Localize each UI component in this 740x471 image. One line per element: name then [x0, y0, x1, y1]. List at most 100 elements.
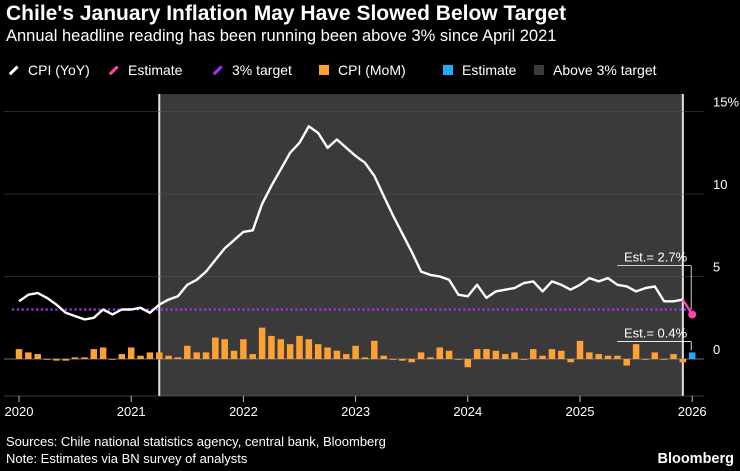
mom-bar	[511, 352, 518, 359]
chart-title: Chile's January Inflation May Have Slowe…	[6, 2, 567, 25]
legend-swatch-box-icon	[319, 65, 329, 75]
mom-bar	[436, 347, 443, 359]
mom-bar	[352, 345, 359, 359]
mom-bar	[604, 355, 612, 359]
mom-bar	[539, 355, 546, 359]
mom-bar	[34, 354, 41, 359]
legend-swatch-box-icon	[443, 65, 453, 75]
mom-bar	[501, 354, 509, 359]
mom-bar	[137, 355, 144, 359]
mom-bar	[324, 347, 331, 359]
mom-bar	[614, 355, 621, 359]
mom-bar	[62, 359, 69, 361]
mom-bar	[90, 349, 98, 359]
mom-bar	[399, 359, 406, 361]
footnote: Note: Estimates via BN survey of analyst…	[6, 451, 248, 466]
x-tick-label: 2022	[229, 404, 258, 419]
x-axis: 2020 2021 2022 2023 2024 2025 2026	[4, 395, 707, 419]
mom-bar	[586, 352, 593, 359]
yoy-estimate-annotation: Est.= 2.7%	[624, 250, 688, 265]
y-tick-label: 0	[713, 342, 720, 357]
mom-bar	[492, 350, 500, 359]
y-axis: 0 5 10 15%	[713, 95, 739, 358]
mom-bar	[25, 352, 32, 359]
mom-bar	[314, 344, 322, 359]
mom-bar	[548, 349, 556, 359]
legend-label: 3% target	[232, 62, 292, 78]
mom-bar	[670, 354, 677, 359]
mom-bar	[212, 337, 219, 359]
mom-bar	[277, 339, 285, 359]
legend-item-cpi-yoy: CPI (YoY)	[6, 60, 90, 80]
mom-bar	[305, 339, 313, 359]
above-target-shade-layer	[158, 94, 684, 396]
mom-bar	[361, 357, 369, 359]
mom-bar	[81, 357, 88, 359]
legend-swatch-box-icon	[534, 65, 544, 75]
mom-bar	[99, 347, 107, 359]
legend-label: Estimate	[128, 62, 183, 78]
legend-label: Above 3% target	[553, 62, 657, 78]
y-tick-label: 15%	[713, 95, 739, 110]
x-tick-label: 2024	[453, 404, 482, 419]
mom-bar	[165, 355, 172, 359]
mom-bar	[679, 359, 687, 363]
mom-bar	[632, 344, 640, 359]
mom-bar	[258, 327, 266, 359]
mom-bar	[371, 340, 378, 359]
mom-bar	[595, 354, 602, 359]
legend-label: CPI (MoM)	[338, 62, 406, 78]
bloomberg-logo: Bloomberg	[657, 451, 734, 467]
mom-bar	[473, 349, 481, 359]
mom-bar	[174, 357, 182, 359]
above-target-region	[159, 94, 683, 396]
mom-bar	[483, 349, 490, 359]
y-tick-label: 5	[713, 260, 720, 275]
mom-bar	[221, 339, 228, 359]
mom-bar	[333, 350, 341, 359]
mom-bar	[43, 359, 51, 360]
mom-bar	[193, 352, 200, 359]
yoy-estimate-dot	[688, 310, 697, 319]
mom-bar	[455, 359, 462, 360]
x-tick-label: 2020	[5, 404, 34, 419]
mom-bar	[230, 350, 238, 359]
sources-note: Sources: Chile national statistics agenc…	[6, 434, 386, 449]
mom-bar	[520, 359, 528, 360]
estimate-layer: Est.= 2.7% Est.= 0.4%	[617, 250, 697, 351]
mom-bar	[202, 352, 210, 359]
mom-estimate-bar	[688, 352, 696, 359]
mom-bar	[146, 352, 154, 359]
x-tick-label: 2026	[678, 404, 707, 419]
x-tick-label: 2025	[566, 404, 595, 419]
mom-bar	[249, 354, 256, 359]
legend-item-yoy-estimate: Estimate	[106, 60, 182, 80]
mom-bar	[53, 359, 60, 361]
mom-bar	[642, 359, 649, 360]
mom-bar	[651, 352, 659, 359]
mom-bar	[389, 359, 397, 360]
mom-bar	[530, 349, 537, 359]
legend-swatch-line-icon	[212, 65, 223, 75]
mom-bar	[660, 359, 668, 360]
legend-item-mom-estimate: Estimate	[443, 60, 516, 80]
mom-bar	[296, 335, 303, 359]
mom-estimate-annotation: Est.= 0.4%	[624, 326, 688, 341]
mom-bar	[286, 344, 294, 359]
mom-bar	[240, 339, 247, 359]
mom-bar	[184, 345, 191, 359]
x-tick-label: 2023	[341, 404, 370, 419]
mom-bar	[118, 354, 126, 359]
mom-bar	[567, 359, 574, 363]
legend-label: CPI (YoY)	[28, 62, 90, 78]
legend-item-cpi-mom: CPI (MoM)	[319, 60, 406, 80]
mom-bar	[558, 350, 565, 359]
y-tick-label: 10	[713, 177, 727, 192]
mom-bar	[464, 359, 472, 368]
legend-item-target: 3% target	[210, 60, 292, 80]
mom-bar	[427, 357, 434, 359]
mom-bar	[109, 359, 116, 360]
yoy-line-layer	[18, 125, 684, 321]
legend-swatch-line-icon	[108, 65, 119, 75]
